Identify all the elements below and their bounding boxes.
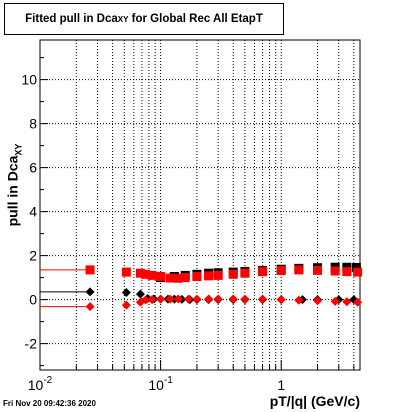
data-point xyxy=(141,295,151,305)
x-tick-label: 1 xyxy=(277,377,285,393)
x-axis-label: pT/|q| (GeV/c) xyxy=(269,393,360,409)
data-point xyxy=(165,294,175,304)
data-point xyxy=(330,296,340,306)
data-point xyxy=(276,266,286,276)
data-point xyxy=(330,266,340,276)
data-point xyxy=(294,265,304,275)
data-point xyxy=(147,295,157,305)
timestamp: Fri Nov 20 09:42:36 2020 xyxy=(3,399,96,408)
y-tick-label: 10 xyxy=(21,72,37,88)
chart-title-sub: XY xyxy=(117,14,129,24)
data-point xyxy=(204,294,214,304)
data-point xyxy=(228,269,238,279)
data-point xyxy=(342,297,352,307)
data-point xyxy=(192,294,202,304)
data-point xyxy=(313,265,323,275)
data-point xyxy=(85,265,95,275)
y-tick-label: 0 xyxy=(29,292,37,308)
chart-title: Fitted pull in Dca XY for Global Rec All … xyxy=(4,3,284,35)
data-point xyxy=(147,270,157,280)
data-point xyxy=(258,294,268,304)
y-tick-label: -2 xyxy=(25,336,38,352)
data-point xyxy=(353,267,363,277)
data-point xyxy=(213,270,223,280)
y-tick-label: 6 xyxy=(29,160,37,176)
data-point xyxy=(121,288,131,298)
data-point xyxy=(156,272,166,281)
data-point xyxy=(276,295,286,305)
x-tick-label: 10-2 xyxy=(28,375,53,393)
data-point xyxy=(173,273,183,283)
data-point xyxy=(135,289,145,299)
data-point xyxy=(351,262,361,272)
y-tick-label: 2 xyxy=(29,248,37,264)
data-point xyxy=(240,268,250,278)
data-point xyxy=(204,271,214,281)
data-point xyxy=(294,295,304,305)
data-point xyxy=(183,294,193,304)
data-point xyxy=(192,272,202,281)
x-tick-label: 10-1 xyxy=(148,375,173,393)
data-point xyxy=(313,296,323,306)
data-point xyxy=(342,267,352,277)
data-point xyxy=(353,297,363,307)
data-point xyxy=(141,269,151,279)
data-point xyxy=(156,294,166,304)
data-point xyxy=(213,294,223,304)
data-point xyxy=(180,273,190,283)
chart-title-main: Fitted pull in Dca xyxy=(25,13,118,25)
data-point xyxy=(135,268,145,278)
data-point xyxy=(228,294,238,304)
plot-frame xyxy=(39,39,361,371)
data-point xyxy=(85,287,95,297)
data-point xyxy=(258,267,268,277)
y-tick-label: 8 xyxy=(29,116,37,132)
y-tick-label: 4 xyxy=(29,204,37,220)
data-point xyxy=(121,300,131,310)
data-point xyxy=(173,294,183,304)
data-point xyxy=(121,267,131,277)
data-point xyxy=(85,302,95,312)
data-point xyxy=(165,273,175,283)
data-point xyxy=(240,294,250,304)
chart-title-rest: for Global Rec All EtapT xyxy=(128,13,263,25)
